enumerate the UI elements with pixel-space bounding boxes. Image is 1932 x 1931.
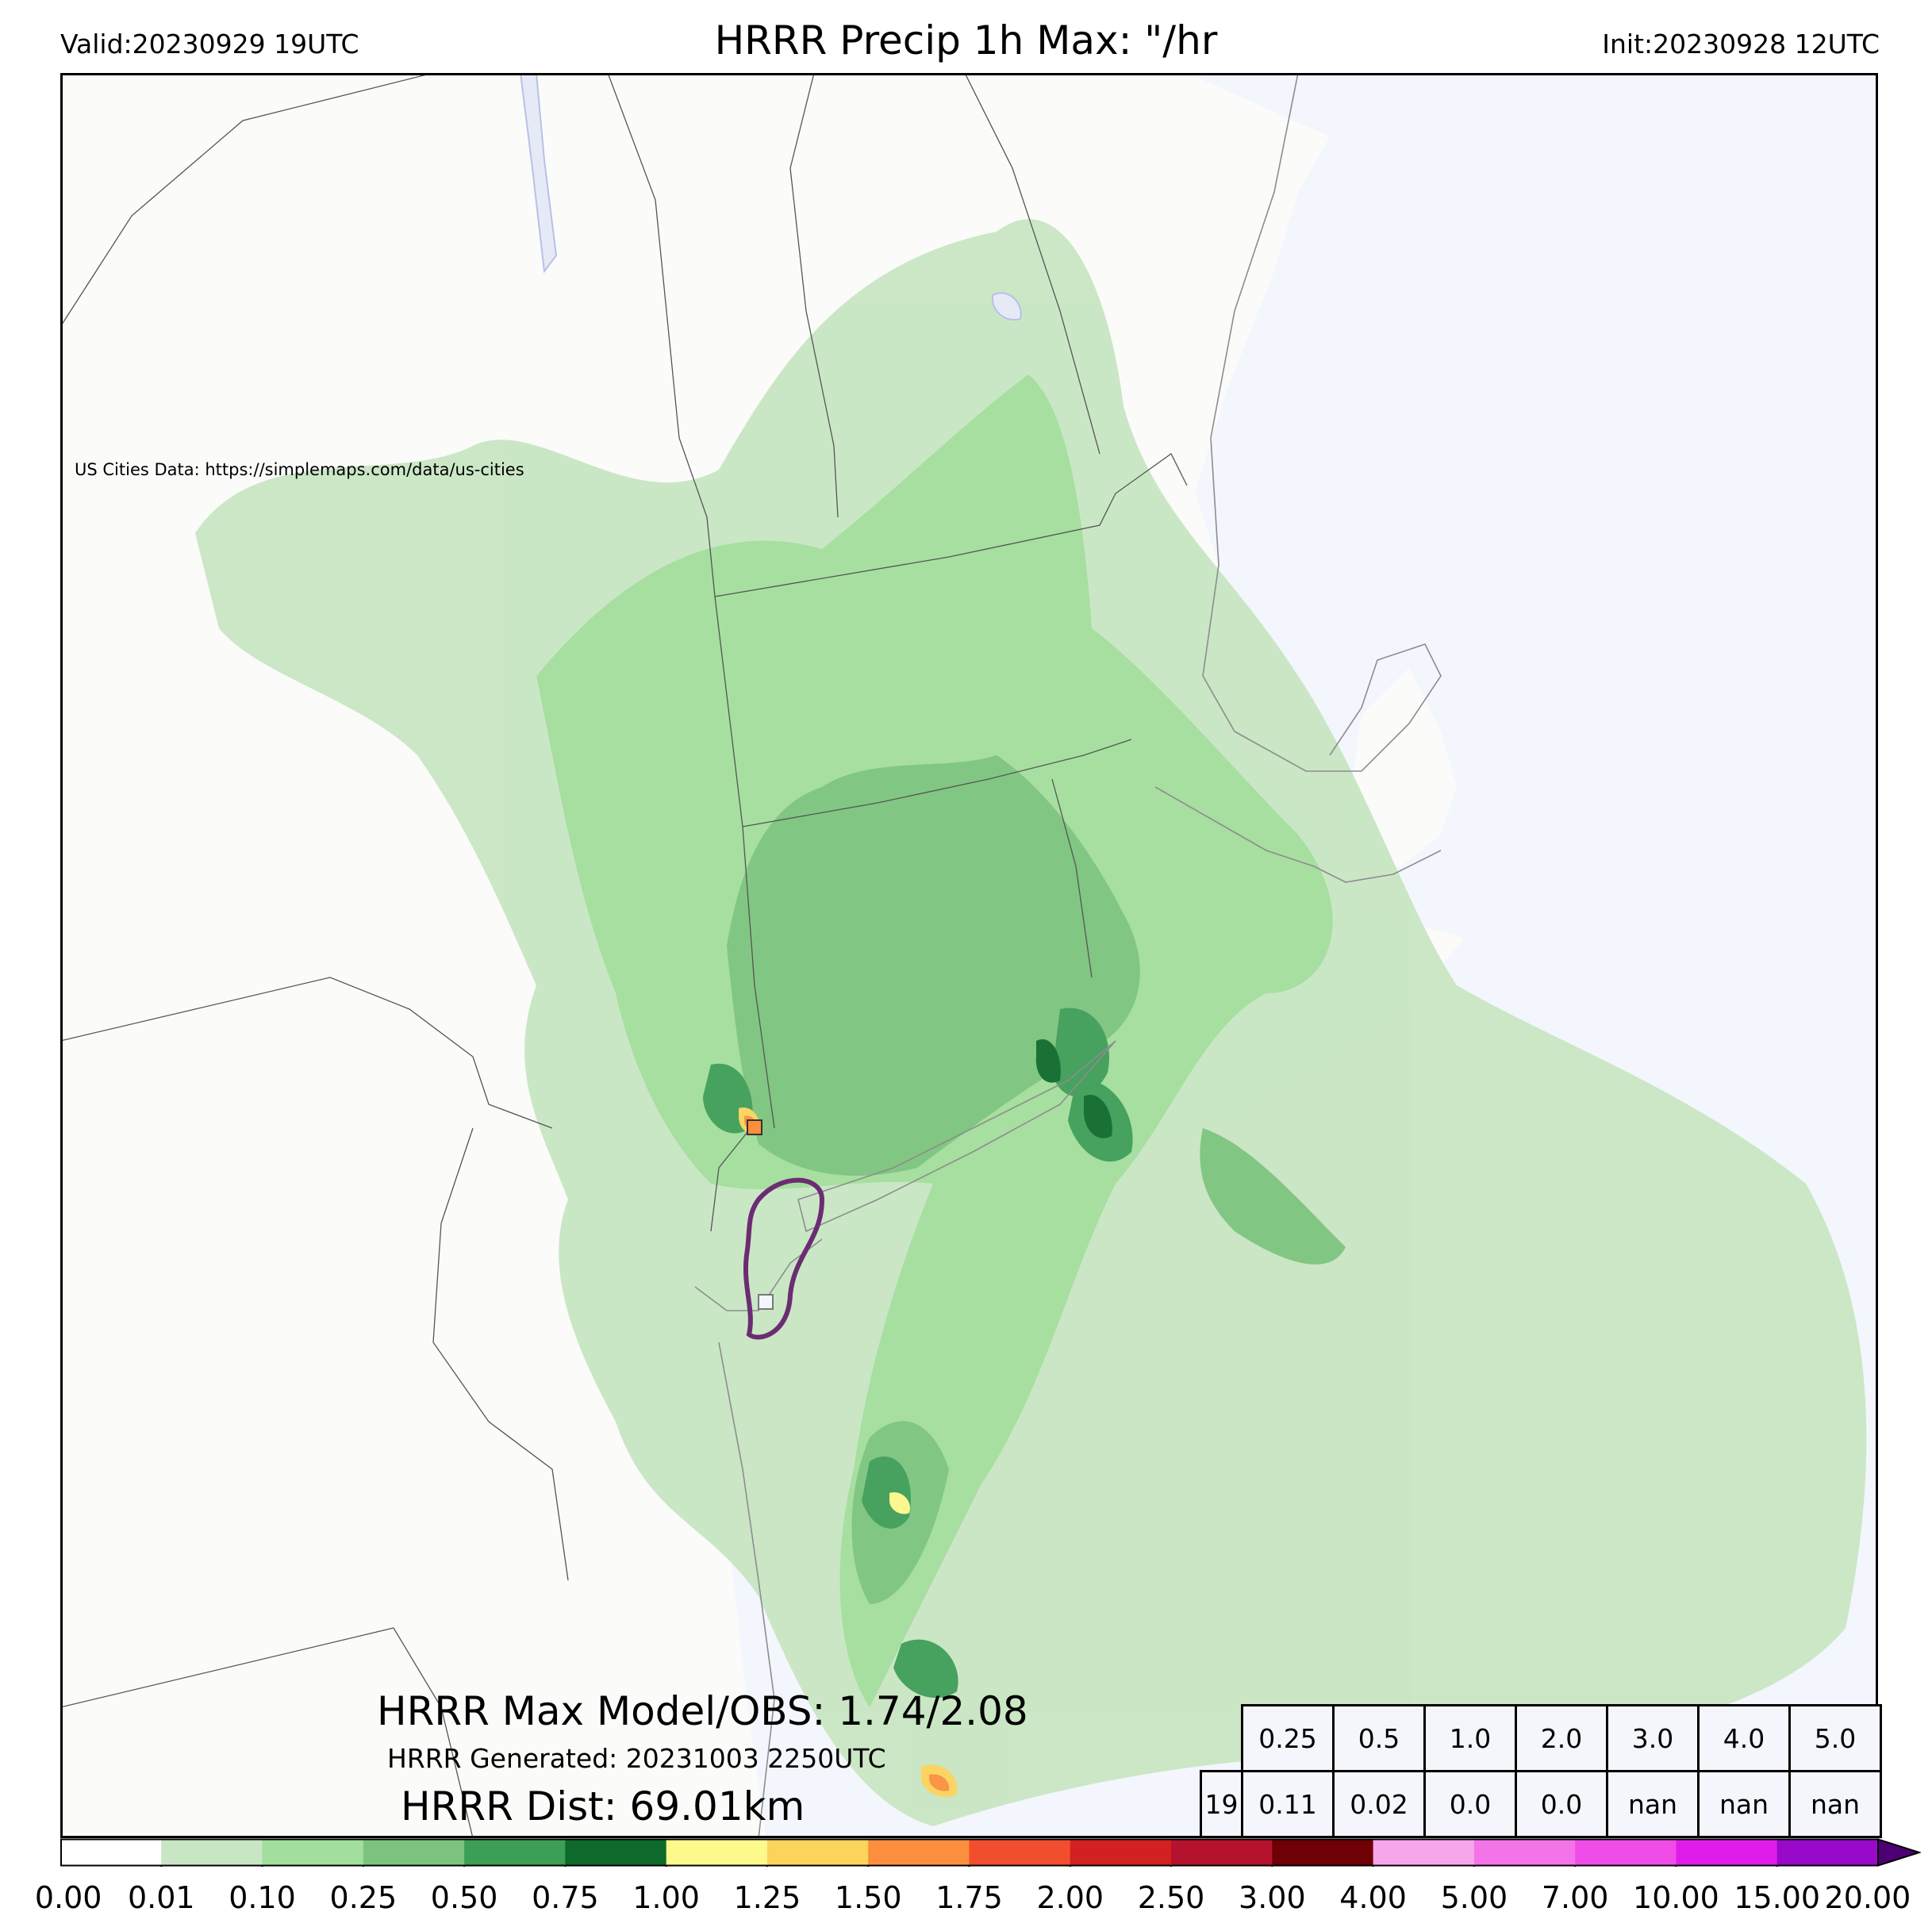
threshold-header-cell: 4.0 bbox=[1697, 1704, 1791, 1772]
colorbar-segment bbox=[868, 1839, 970, 1866]
colorbar-tick-label: 0.10 bbox=[229, 1880, 296, 1915]
colorbar-tick-label: 10.00 bbox=[1633, 1880, 1719, 1915]
colorbar-tick-label: 3.00 bbox=[1239, 1880, 1306, 1915]
colorbar-tick-label: 1.50 bbox=[834, 1880, 902, 1915]
lake-champlain bbox=[519, 73, 558, 274]
colorbar-tick-label: 1.00 bbox=[632, 1880, 700, 1915]
threshold-value-cell: nan bbox=[1606, 1770, 1700, 1838]
model-max-marker bbox=[747, 1119, 762, 1135]
threshold-header-cell: 2.0 bbox=[1515, 1704, 1608, 1772]
colorbar-tick-label: 0.01 bbox=[127, 1880, 195, 1915]
precip-shading bbox=[195, 219, 1867, 1826]
threshold-value-cell: nan bbox=[1697, 1770, 1791, 1838]
colorbar-segment bbox=[464, 1839, 566, 1866]
colorbar-tick-label: 1.25 bbox=[733, 1880, 801, 1915]
threshold-header-cell: 1.0 bbox=[1423, 1704, 1517, 1772]
colorbar-tick-label: 0.00 bbox=[34, 1880, 102, 1915]
colorbar-segment bbox=[1473, 1839, 1576, 1866]
colorbar-tick-label: 7.00 bbox=[1541, 1880, 1609, 1915]
lake-winnipesaukee bbox=[992, 292, 1022, 321]
colorbar-tick-label: 0.25 bbox=[329, 1880, 398, 1915]
cape-cod-land bbox=[1346, 668, 1457, 866]
colorbar-segment bbox=[969, 1839, 1071, 1866]
precip-map bbox=[60, 73, 1878, 1838]
colorbar-segment bbox=[1272, 1839, 1374, 1866]
colorbar-labels: 0.00 0.01 0.10 0.25 0.50 0.75 1.00 1.25 1.50 1.75… bbox=[0, 1880, 1932, 1920]
valid-time-label: Valid:20230929 19UTC bbox=[60, 29, 359, 60]
threshold-header-cell: 0.25 bbox=[1241, 1704, 1335, 1772]
threshold-value-cell: 0.02 bbox=[1332, 1770, 1426, 1838]
threshold-value-cell: nan bbox=[1788, 1770, 1882, 1838]
obs-contour bbox=[743, 1177, 825, 1340]
colorbar-segment bbox=[1070, 1839, 1172, 1866]
colorbar-segment bbox=[1171, 1839, 1273, 1866]
coastline bbox=[694, 73, 1442, 1838]
threshold-value-cell: 0.0 bbox=[1423, 1770, 1517, 1838]
colorbar-tick-label: 2.00 bbox=[1036, 1880, 1104, 1915]
colorbar-segment bbox=[161, 1839, 263, 1866]
threshold-header-cell: 0.5 bbox=[1332, 1704, 1426, 1772]
colorbar-segment bbox=[363, 1839, 465, 1866]
colorbar-segment bbox=[565, 1839, 667, 1866]
colorbar-tick-label: 0.75 bbox=[532, 1880, 599, 1915]
colorbar-segment bbox=[1373, 1839, 1475, 1866]
colorbar-segment bbox=[1776, 1839, 1879, 1866]
distance-label: HRRR Dist: 69.01km bbox=[401, 1783, 805, 1829]
map-title: HRRR Precip 1h Max: "/hr bbox=[714, 17, 1218, 63]
colorbar-segment bbox=[766, 1839, 869, 1866]
obs-location-marker bbox=[758, 1294, 774, 1310]
colorbar-segment bbox=[1575, 1839, 1677, 1866]
threshold-header-cell: 3.0 bbox=[1606, 1704, 1700, 1772]
cities-data-credit: US Cities Data: https://simplemaps.com/d… bbox=[75, 460, 524, 479]
init-time-label: Init:20230928 12UTC bbox=[1602, 29, 1880, 60]
colorbar-extend-arrow bbox=[1877, 1838, 1921, 1867]
colorbar-segment bbox=[60, 1839, 162, 1866]
threshold-value-cell: 0.0 bbox=[1515, 1770, 1608, 1838]
colorbar-tick-label: 4.00 bbox=[1339, 1880, 1407, 1915]
colorbar-tick-label: 20.00 bbox=[1824, 1880, 1911, 1915]
threshold-header-cell: 5.0 bbox=[1788, 1704, 1882, 1772]
colorbar-segment bbox=[1676, 1839, 1778, 1866]
map-frame bbox=[60, 73, 1878, 1838]
generated-time-label: HRRR Generated: 20231003 2250UTC bbox=[387, 1743, 886, 1774]
colorbar-tick-label: 15.00 bbox=[1734, 1880, 1821, 1915]
colorbar-tick-label: 0.50 bbox=[430, 1880, 498, 1915]
colorbar-tick-label: 1.75 bbox=[935, 1880, 1003, 1915]
max-model-obs-label: HRRR Max Model/OBS: 1.74/2.08 bbox=[377, 1688, 1028, 1734]
threshold-value-cell: 0.11 bbox=[1241, 1770, 1335, 1838]
state-borders bbox=[60, 73, 1188, 1838]
colorbar bbox=[60, 1838, 1921, 1867]
colorbar-tick-label: 5.00 bbox=[1440, 1880, 1508, 1915]
threshold-row-label: 19 bbox=[1200, 1770, 1243, 1838]
colorbar-tick-label: 2.50 bbox=[1137, 1880, 1205, 1915]
colorbar-segment bbox=[666, 1839, 768, 1866]
colorbar-segment bbox=[262, 1839, 364, 1866]
